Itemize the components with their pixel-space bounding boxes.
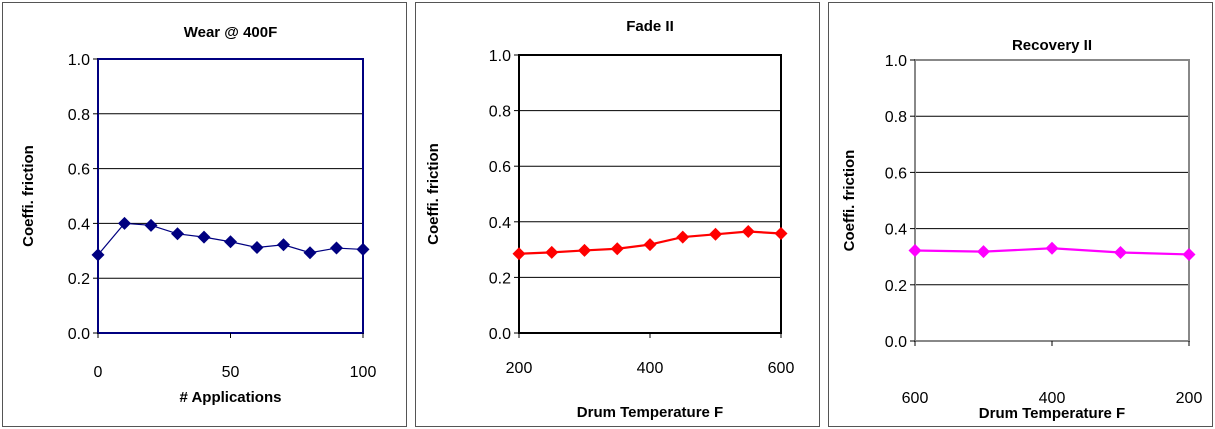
chart-panel-wear: 0.0 0.2 0.4 0.6 0.8 1.0 0 50 100 Wear @ 400F # App… [2,2,407,427]
data-point [303,246,317,260]
x-axis-label: Drum Temperature F [979,405,1125,422]
data-point [545,245,559,259]
data-point [144,218,158,232]
plot-area-frame [518,54,782,334]
data-point [277,238,290,252]
chart-recovery-svg: 0.0 0.2 0.4 0.6 0.8 1.0 600 400 200 Recovery II Dr… [841,37,1203,422]
x-tick-label: 200 [506,360,533,377]
data-point [610,242,624,256]
y-tick-label: 1.0 [68,52,90,69]
y-axis-label: Coeffi. friction [841,150,858,252]
chart-title: Fade II [626,18,674,35]
data-point [709,227,722,241]
x-tick-label: 100 [350,364,377,381]
x-axis-label: Drum Temperature F [577,404,723,421]
data-point [512,247,526,261]
x-axis-label: # Applications [180,389,282,406]
y-tick-label: 0.4 [68,216,90,233]
y-tick-label: 0.6 [68,162,90,179]
y-tick-label: 0.4 [489,215,511,232]
data-point [250,241,264,255]
data-point [1114,245,1127,259]
data-point [356,242,370,256]
y-tick-label: 0.8 [885,109,907,126]
data-point [91,248,105,262]
data-point [118,216,131,230]
plot-area-frame [914,59,1190,342]
x-tick-label: 50 [222,364,240,381]
data-point [330,241,343,255]
data-point [643,238,657,252]
x-tick-label: 0 [94,364,103,381]
y-axis-label: Coeffi. friction [425,143,442,245]
data-point [908,244,922,258]
y-tick-label: 0.6 [489,159,511,176]
y-tick-label: 0.6 [885,165,907,182]
data-point [171,227,184,241]
chart-wear-svg: 0.0 0.2 0.4 0.6 0.8 1.0 0 50 100 Wear @ 400F # App… [20,24,377,406]
chart-fade-svg: 0.0 0.2 0.4 0.6 0.8 1.0 200 400 600 Fade II Drum T… [425,18,795,421]
y-tick-label: 0.2 [68,271,90,288]
y-tick-label: 0.8 [489,104,511,121]
data-point [1045,241,1059,255]
chart-title: Recovery II [1012,37,1092,54]
data-point [578,243,591,257]
x-tick-label: 400 [637,360,664,377]
y-axis-label: Coeffi. friction [20,145,37,247]
y-tick-label: 1.0 [489,48,511,65]
chart-panel-fade: 0.0 0.2 0.4 0.6 0.8 1.0 200 400 600 Fade II Drum T… [415,2,820,427]
y-tick-label: 0.0 [489,326,511,343]
x-tick-label: 600 [768,360,795,377]
data-point [1182,247,1196,261]
x-tick-label: 400 [1039,390,1066,407]
plot-area-frame [97,58,364,334]
y-tick-label: 0.4 [885,222,907,239]
data-point [741,225,755,239]
y-tick-label: 0.0 [68,326,90,343]
chart-title: Wear @ 400F [184,24,278,41]
y-tick-label: 1.0 [885,53,907,70]
data-point [224,235,237,249]
data-point [197,230,211,244]
data-point [774,226,788,240]
y-tick-label: 0.2 [489,270,511,287]
x-tick-label: 600 [902,390,929,407]
data-point [977,245,990,259]
y-tick-label: 0.8 [68,107,90,124]
data-point [676,230,690,244]
y-tick-label: 0.2 [885,278,907,295]
x-tick-label: 200 [1176,390,1203,407]
y-tick-label: 0.0 [885,334,907,351]
chart-panel-recovery: 0.0 0.2 0.4 0.6 0.8 1.0 600 400 200 Recovery II Dr… [828,2,1213,427]
